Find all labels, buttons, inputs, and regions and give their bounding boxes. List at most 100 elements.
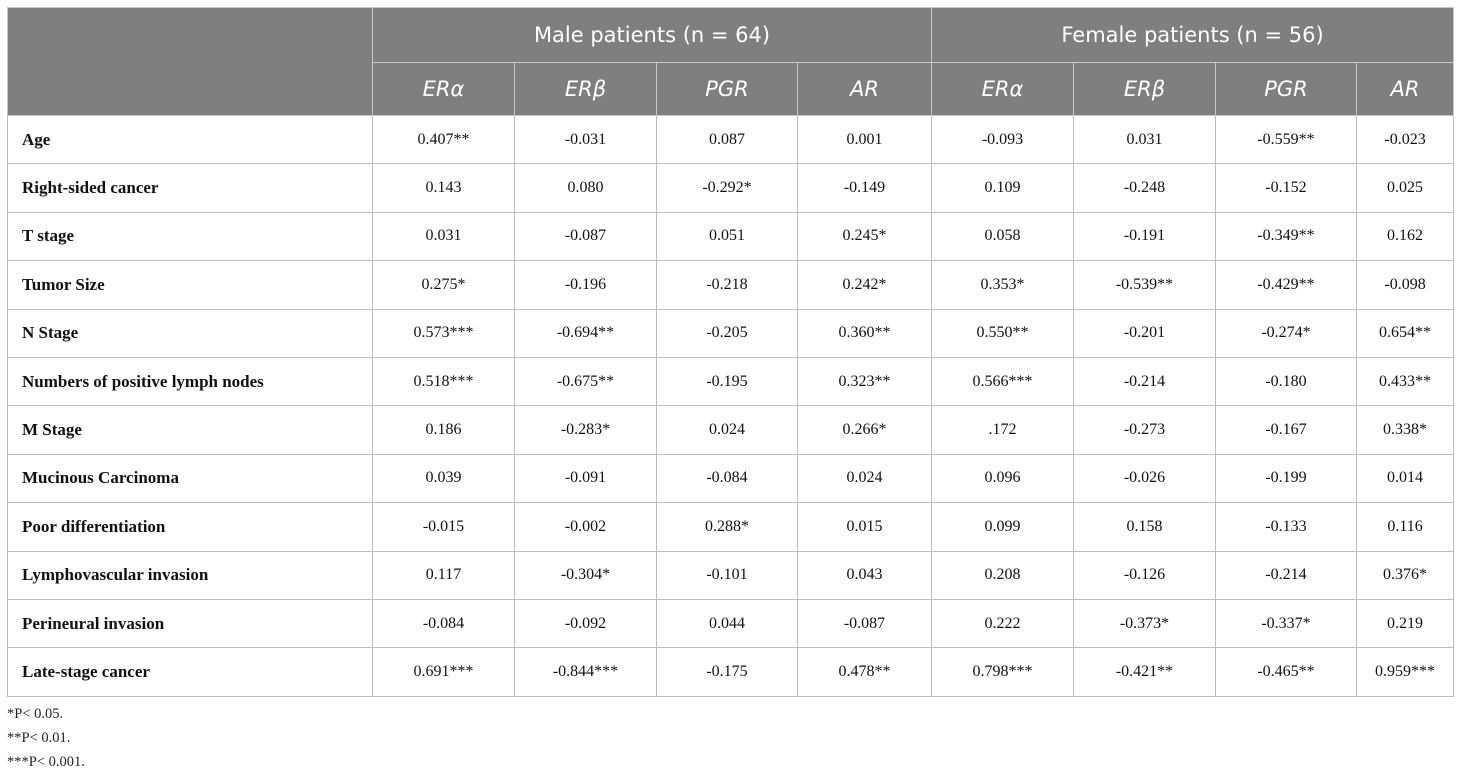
cell: -0.084: [372, 598, 515, 649]
cell: 0.116: [1356, 502, 1455, 552]
cell: -0.199: [1215, 453, 1358, 504]
column-header: AR: [796, 62, 933, 116]
cell: -0.373*: [1073, 598, 1217, 649]
row-label: Lymphovascular invasion: [7, 550, 373, 600]
table-body: Age 0.407** -0.031 0.087 0.001 -0.093 0.031 -0.…: [7, 114, 1455, 697]
cell: -0.196: [514, 260, 657, 310]
cell: -0.218: [656, 260, 798, 310]
cell: .172: [931, 405, 1075, 455]
cell: -0.337*: [1215, 598, 1358, 649]
cell: -0.283*: [514, 405, 657, 455]
table-row: Mucinous Carcinoma 0.039 -0.091 -0.084 0.024…: [7, 453, 1455, 504]
cell: 0.001: [796, 114, 933, 165]
cell: 0.518***: [372, 356, 515, 407]
cell: -0.175: [656, 647, 798, 697]
cell: 0.087: [656, 114, 798, 165]
cell: 0.407**: [372, 114, 515, 165]
group-header: Female patients (n = 56): [931, 7, 1455, 63]
row-label: M Stage: [7, 405, 373, 455]
table-row: Poor differentiation -0.015 -0.002 0.288* 0.…: [7, 502, 1455, 552]
cell: 0.353*: [931, 260, 1075, 310]
cell: -0.675**: [514, 356, 657, 407]
cell: -0.274*: [1215, 308, 1358, 358]
cell: 0.109: [931, 163, 1075, 213]
cell: 0.080: [514, 163, 657, 213]
cell: -0.092: [514, 598, 657, 649]
cell: 0.051: [656, 211, 798, 262]
cell: -0.844***: [514, 647, 657, 697]
table-row: Tumor Size 0.275* -0.196 -0.218 0.242* 0.353*…: [7, 260, 1455, 310]
cell: 0.323**: [796, 356, 933, 407]
table-row: Lymphovascular invasion 0.117 -0.304* -0.10…: [7, 550, 1455, 600]
cell: -0.201: [1073, 308, 1217, 358]
table-row: T stage 0.031 -0.087 0.051 0.245* 0.058 -0.191…: [7, 211, 1455, 262]
cell: 0.014: [1356, 453, 1455, 504]
cell: 0.573***: [372, 308, 515, 358]
row-label: Right-sided cancer: [7, 163, 373, 213]
cell: -0.002: [514, 502, 657, 552]
cell: 0.031: [1073, 114, 1217, 165]
cell: 0.099: [931, 502, 1075, 552]
cell: -0.084: [656, 453, 798, 504]
column-header: ERα: [931, 62, 1075, 116]
cell: -0.195: [656, 356, 798, 407]
cell: 0.143: [372, 163, 515, 213]
cell: 0.162: [1356, 211, 1455, 262]
row-label: Perineural invasion: [7, 598, 373, 649]
cell: 0.219: [1356, 598, 1455, 649]
column-header: PGR: [1215, 62, 1358, 116]
footnote: **P< 0.01.: [7, 730, 71, 746]
cell: -0.429**: [1215, 260, 1358, 310]
group-row: Male patients (n = 64) Female patients (…: [7, 7, 1455, 116]
cell: 0.039: [372, 453, 515, 504]
cell: -0.087: [514, 211, 657, 262]
table-row: Age 0.407** -0.031 0.087 0.001 -0.093 0.031 -0.…: [7, 114, 1455, 165]
cell: 0.266*: [796, 405, 933, 455]
cell: -0.205: [656, 308, 798, 358]
cell: 0.186: [372, 405, 515, 455]
row-label: Late-stage cancer: [7, 647, 373, 697]
cell: 0.566***: [931, 356, 1075, 407]
cell: 0.360**: [796, 308, 933, 358]
cell: -0.091: [514, 453, 657, 504]
cell: -0.087: [796, 598, 933, 649]
column-header: PGR: [656, 62, 798, 116]
cell: 0.275*: [372, 260, 515, 310]
cell: 0.043: [796, 550, 933, 600]
cell: -0.031: [514, 114, 657, 165]
cell: 0.338*: [1356, 405, 1455, 455]
cell: -0.093: [931, 114, 1075, 165]
footnotes: *P< 0.05. **P< 0.01. ***P< 0.001.: [7, 702, 85, 774]
column-row: ERα ERβ PGR AR ERα ERβ PGR AR: [8, 62, 1455, 116]
cell: 0.242*: [796, 260, 933, 310]
cell: 0.222: [931, 598, 1075, 649]
cell: 0.654**: [1356, 308, 1455, 358]
cell: -0.126: [1073, 550, 1217, 600]
row-label: Mucinous Carcinoma: [7, 453, 373, 504]
cell: -0.292*: [656, 163, 798, 213]
column-header: ERα: [372, 62, 515, 116]
cell: 0.117: [372, 550, 515, 600]
cell: 0.024: [796, 453, 933, 504]
cell: 0.208: [931, 550, 1075, 600]
cell: -0.101: [656, 550, 798, 600]
cell: 0.478**: [796, 647, 933, 697]
row-label: Numbers of positive lymph nodes: [7, 356, 373, 407]
row-label: Poor differentiation: [7, 502, 373, 552]
cell: -0.180: [1215, 356, 1358, 407]
row-label: N Stage: [7, 308, 373, 358]
cell: -0.694**: [514, 308, 657, 358]
cell: 0.433**: [1356, 356, 1455, 407]
cell: 0.959***: [1356, 647, 1455, 697]
cell: 0.096: [931, 453, 1075, 504]
cell: -0.214: [1215, 550, 1358, 600]
cell: 0.031: [372, 211, 515, 262]
cell: -0.421**: [1073, 647, 1217, 697]
table-row: N Stage 0.573*** -0.694** -0.205 0.360** 0.55…: [7, 308, 1455, 358]
cell: -0.214: [1073, 356, 1217, 407]
row-label: Tumor Size: [7, 260, 373, 310]
cell: 0.376*: [1356, 550, 1455, 600]
table-row: Late-stage cancer 0.691*** -0.844*** -0.175…: [7, 647, 1455, 697]
table-row: M Stage 0.186 -0.283* 0.024 0.266* .172 -0.273…: [7, 405, 1455, 455]
